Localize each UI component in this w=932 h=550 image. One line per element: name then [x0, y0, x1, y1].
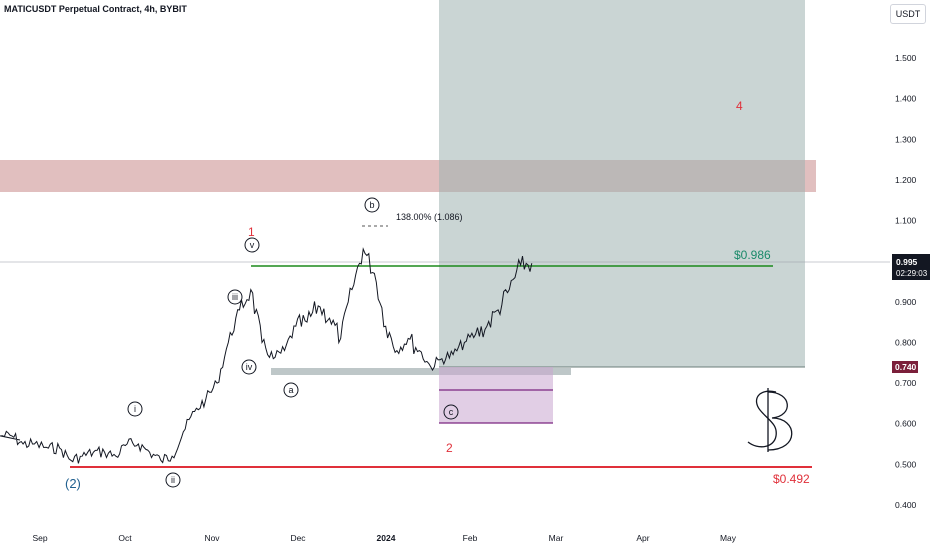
x-axis[interactable]: Sep Oct Nov Dec 2024 Feb Mar Apr May: [32, 533, 736, 543]
svg-text:iv: iv: [246, 362, 253, 372]
x-tick-label: Apr: [636, 533, 649, 543]
current-price-tag: 0.995 02:29:03: [892, 254, 930, 280]
svg-text:b: b: [369, 200, 374, 210]
wave-label-iii: iii: [227, 289, 243, 305]
y-tick-label: 0.400: [895, 500, 917, 510]
y-tick-label: 1.400: [895, 94, 917, 104]
x-tick-label: Feb: [463, 533, 478, 543]
wave-label-iv: iv: [241, 359, 257, 375]
wave-label-v: v: [244, 237, 260, 253]
y-tick-label: 1.500: [895, 53, 917, 63]
y-tick-label: 1.200: [895, 175, 917, 185]
x-tick-label: Nov: [204, 533, 220, 543]
svg-text:ii: ii: [171, 475, 175, 485]
y-tick-label: 1.300: [895, 134, 917, 144]
price-series-line: [0, 247, 533, 464]
purple-zone: [439, 367, 553, 423]
wave-label-i: i: [127, 401, 143, 417]
svg-text:i: i: [134, 404, 136, 414]
grey-support-band: [271, 368, 571, 375]
svg-text:02:29:03: 02:29:03: [896, 269, 928, 278]
x-tick-label: Mar: [549, 533, 564, 543]
svg-text:iii: iii: [232, 292, 238, 302]
wave-label-2-paren: (2): [65, 476, 81, 491]
wave-label-4: 4: [736, 99, 743, 113]
box-price-tag: 0.740: [892, 361, 918, 373]
svg-text:0.995: 0.995: [896, 257, 918, 267]
chart-title: MATICUSDT Perpetual Contract, 4h, BYBIT: [4, 4, 187, 14]
currency-unit-button[interactable]: USDT: [890, 4, 926, 24]
x-tick-label: Sep: [32, 533, 47, 543]
x-tick-label: Oct: [118, 533, 132, 543]
fib-label: 138.00% (1.086): [396, 212, 463, 222]
wave-label-2: 2: [446, 441, 453, 455]
projection-box: [439, 0, 805, 367]
wave-label-ii: ii: [165, 472, 181, 488]
y-tick-label: 0.600: [895, 419, 917, 429]
wave-label-a: a: [283, 382, 299, 398]
svg-text:v: v: [250, 240, 255, 250]
y-tick-label: 1.100: [895, 216, 917, 226]
y-tick-label: 0.900: [895, 297, 917, 307]
svg-text:a: a: [288, 385, 293, 395]
y-axis[interactable]: 1.5001.4001.3001.2001.1001.0000.9000.800…: [895, 53, 917, 510]
wave-label-c: c: [443, 404, 459, 420]
y-tick-label: 0.700: [895, 378, 917, 388]
wave-label-1: 1: [248, 225, 255, 239]
x-tick-label: May: [720, 533, 737, 543]
sb-logo: [747, 388, 793, 452]
svg-text:0.740: 0.740: [895, 362, 917, 372]
y-tick-label: 0.800: [895, 337, 917, 347]
x-tick-label: 2024: [377, 533, 396, 543]
wave-label-b: b: [364, 197, 380, 213]
support-level-label: $0.492: [773, 472, 810, 486]
x-tick-label: Dec: [290, 533, 306, 543]
target-level-label: $0.986: [734, 248, 771, 262]
y-tick-label: 0.500: [895, 459, 917, 469]
svg-text:c: c: [449, 407, 454, 417]
